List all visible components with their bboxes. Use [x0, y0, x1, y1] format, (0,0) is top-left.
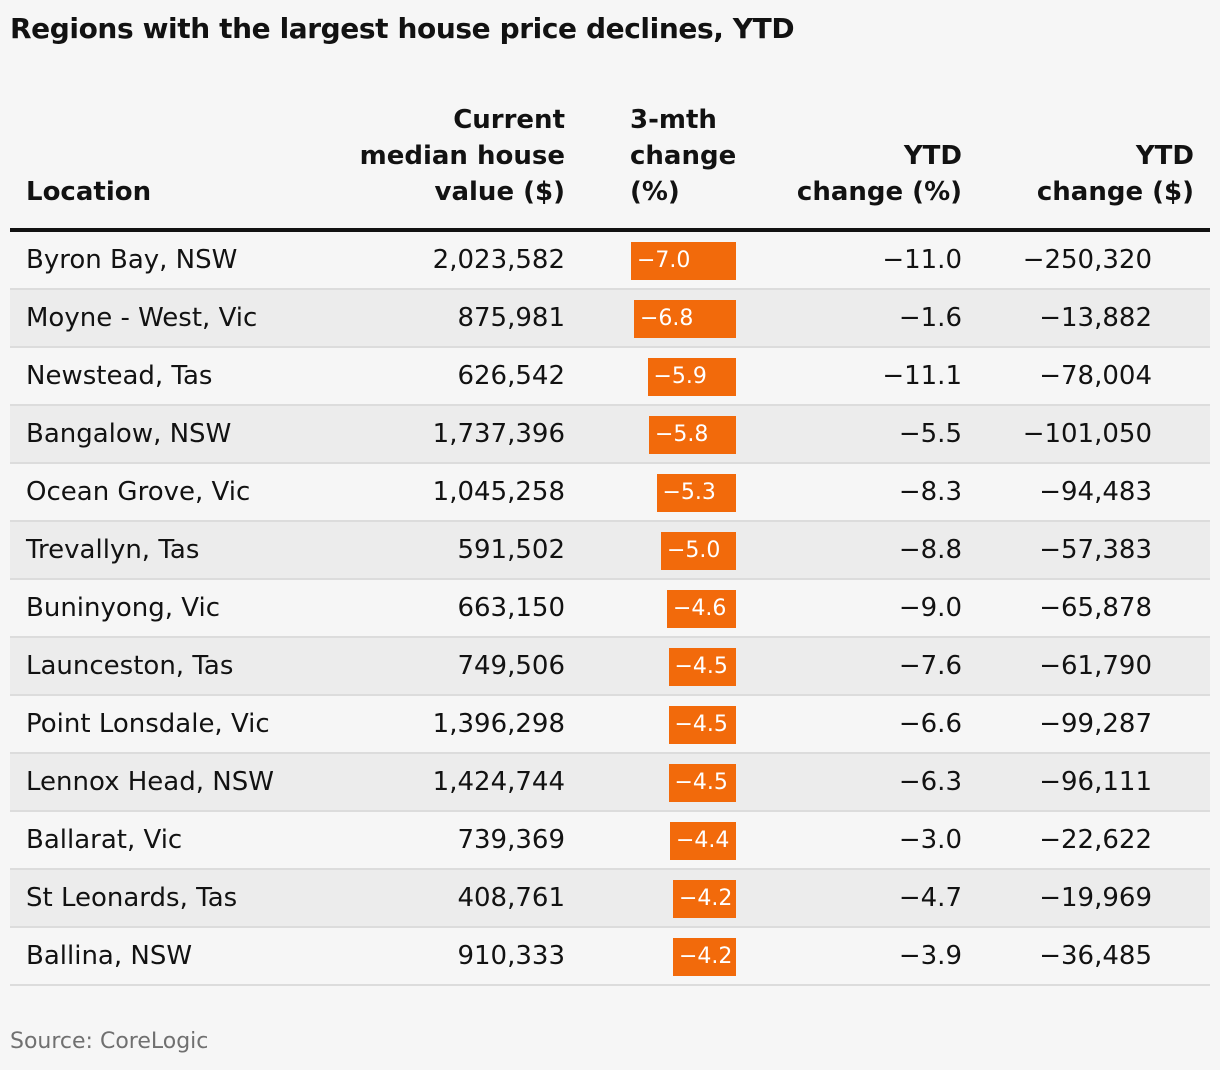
- cell-location: Moyne - West, Vic: [26, 303, 258, 333]
- change-bar: −5.8: [649, 416, 736, 454]
- cell-median-value: 663,150: [457, 593, 565, 623]
- table-body: Byron Bay, NSW 2,023,582 −7.0 −11.0 −250,320…: [10, 232, 1210, 986]
- cell-location: Ocean Grove, Vic: [26, 477, 251, 507]
- cell-ytd-change-pct: −11.1: [882, 361, 962, 391]
- cell-ytd-change-pct: −3.0: [898, 825, 962, 855]
- cell-ytd-change-dollar: −78,004: [1039, 361, 1152, 391]
- table-row: Trevallyn, Tas 591,502 −5.0 −8.8 −57,383: [10, 522, 1210, 580]
- table-row: Ballarat, Vic 739,369 −4.4 −3.0 −22,622: [10, 812, 1210, 870]
- change-bar: −4.5: [668, 764, 736, 802]
- cell-median-value: 739,369: [457, 825, 565, 855]
- cell-location: Point Lonsdale, Vic: [26, 709, 270, 739]
- cell-location: Newstead, Tas: [26, 361, 213, 391]
- table-row: Buninyong, Vic 663,150 −4.6 −9.0 −65,878: [10, 580, 1210, 638]
- cell-location: Ballina, NSW: [26, 941, 193, 971]
- chart-title: Regions with the largest house price dec…: [10, 12, 795, 45]
- cell-ytd-change-dollar: −96,111: [1039, 767, 1152, 797]
- cell-median-value: 1,396,298: [432, 709, 565, 739]
- cell-ytd-change-pct: −4.7: [898, 883, 962, 913]
- change-bar: −5.0: [661, 532, 736, 570]
- cell-ytd-change-pct: −1.6: [898, 303, 962, 333]
- table-row: St Leonards, Tas 408,761 −4.2 −4.7 −19,969: [10, 870, 1210, 928]
- cell-median-value: 2,023,582: [432, 245, 565, 275]
- change-bar: −4.5: [668, 648, 736, 686]
- change-bar: −5.9: [647, 358, 736, 396]
- change-bar: −4.6: [667, 590, 736, 628]
- cell-median-value: 1,424,744: [432, 767, 565, 797]
- cell-location: Bangalow, NSW: [26, 419, 232, 449]
- table-header: Location Current median house value ($) …: [10, 100, 1210, 232]
- table-row: Bangalow, NSW 1,737,396 −5.8 −5.5 −101,050: [10, 406, 1210, 464]
- cell-location: Byron Bay, NSW: [26, 245, 238, 275]
- cell-ytd-change-pct: −6.6: [898, 709, 962, 739]
- cell-ytd-change-dollar: −250,320: [1022, 245, 1152, 275]
- cell-median-value: 591,502: [457, 535, 565, 565]
- header-ytd-change-pct: YTD change (%): [796, 141, 962, 207]
- cell-ytd-change-pct: −9.0: [898, 593, 962, 623]
- header-median-value: Current median house value ($): [359, 105, 565, 207]
- table-row: Ballina, NSW 910,333 −4.2 −3.9 −36,485: [10, 928, 1210, 986]
- cell-ytd-change-dollar: −101,050: [1022, 419, 1152, 449]
- cell-ytd-change-dollar: −22,622: [1039, 825, 1152, 855]
- change-bar: −7.0: [631, 242, 736, 280]
- cell-median-value: 1,045,258: [432, 477, 565, 507]
- cell-median-value: 875,981: [457, 303, 565, 333]
- cell-ytd-change-pct: −7.6: [898, 651, 962, 681]
- cell-median-value: 910,333: [457, 941, 565, 971]
- cell-ytd-change-dollar: −36,485: [1039, 941, 1152, 971]
- cell-location: Ballarat, Vic: [26, 825, 183, 855]
- cell-median-value: 408,761: [457, 883, 565, 913]
- cell-ytd-change-dollar: −65,878: [1039, 593, 1152, 623]
- table-row: Point Lonsdale, Vic 1,396,298 −4.5 −6.6 −99,…: [10, 696, 1210, 754]
- cell-location: St Leonards, Tas: [26, 883, 238, 913]
- table-row: Ocean Grove, Vic 1,045,258 −5.3 −8.3 −94,483: [10, 464, 1210, 522]
- change-bar: −4.2: [673, 880, 736, 918]
- change-bar: −4.2: [673, 938, 736, 976]
- change-bar: −4.5: [668, 706, 736, 744]
- cell-ytd-change-dollar: −19,969: [1039, 883, 1152, 913]
- cell-median-value: 749,506: [457, 651, 565, 681]
- cell-median-value: 1,737,396: [432, 419, 565, 449]
- cell-ytd-change-pct: −5.5: [898, 419, 962, 449]
- data-table: Location Current median house value ($) …: [10, 100, 1210, 986]
- cell-ytd-change-pct: −8.8: [898, 535, 962, 565]
- cell-ytd-change-pct: −6.3: [898, 767, 962, 797]
- cell-ytd-change-dollar: −99,287: [1039, 709, 1152, 739]
- cell-ytd-change-dollar: −94,483: [1039, 477, 1152, 507]
- table-row: Moyne - West, Vic 875,981 −6.8 −1.6 −13,882: [10, 290, 1210, 348]
- cell-ytd-change-dollar: −13,882: [1039, 303, 1152, 333]
- table-row: Byron Bay, NSW 2,023,582 −7.0 −11.0 −250,320: [10, 232, 1210, 290]
- cell-location: Trevallyn, Tas: [26, 535, 200, 565]
- table-row: Lennox Head, NSW 1,424,744 −4.5 −6.3 −96,111: [10, 754, 1210, 812]
- cell-location: Launceston, Tas: [26, 651, 234, 681]
- header-ytd-change-dollar: YTD change ($): [1036, 141, 1194, 207]
- change-bar: −6.8: [634, 300, 736, 338]
- table-row: Launceston, Tas 749,506 −4.5 −7.6 −61,790: [10, 638, 1210, 696]
- cell-ytd-change-dollar: −61,790: [1039, 651, 1152, 681]
- cell-ytd-change-pct: −3.9: [898, 941, 962, 971]
- cell-ytd-change-pct: −11.0: [882, 245, 962, 275]
- table-row: Newstead, Tas 626,542 −5.9 −11.1 −78,004: [10, 348, 1210, 406]
- header-3mth-change: 3-mth change (%): [630, 105, 737, 207]
- change-bar: −5.3: [656, 474, 736, 512]
- source-note: Source: CoreLogic: [10, 1029, 209, 1054]
- header-location: Location: [26, 177, 152, 207]
- cell-location: Buninyong, Vic: [26, 593, 221, 623]
- cell-location: Lennox Head, NSW: [26, 767, 274, 797]
- cell-ytd-change-pct: −8.3: [898, 477, 962, 507]
- cell-median-value: 626,542: [457, 361, 565, 391]
- cell-ytd-change-dollar: −57,383: [1039, 535, 1152, 565]
- change-bar: −4.4: [670, 822, 736, 860]
